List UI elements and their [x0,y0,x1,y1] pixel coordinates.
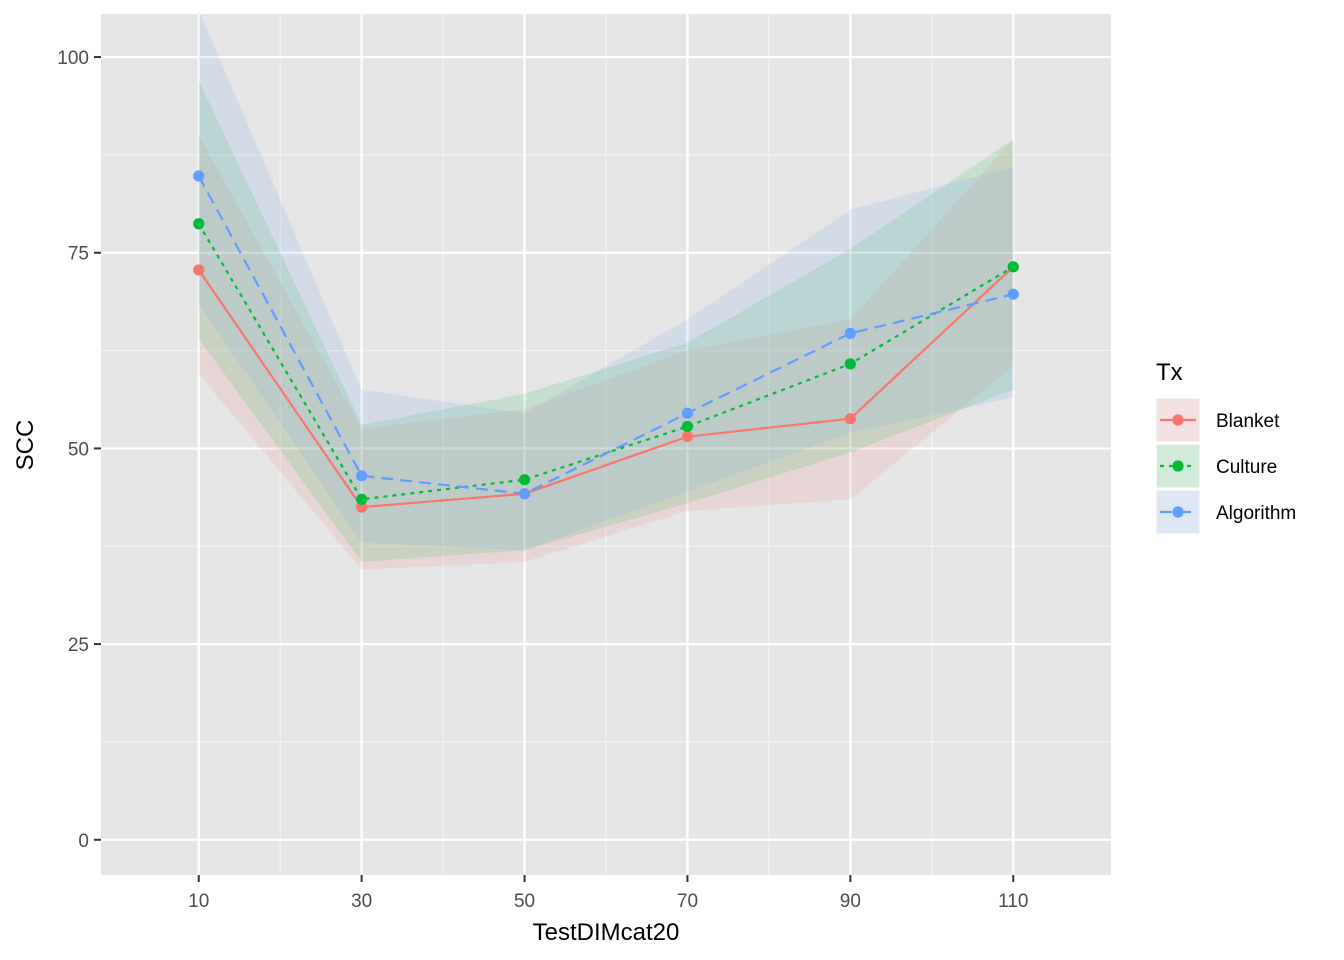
data-point-algorithm [518,488,531,500]
legend-title: Tx [1156,359,1183,386]
legend-label: Algorithm [1216,503,1296,524]
legend-key-point [1172,460,1184,472]
x-axis-ticks: 10 30 50 70 90 110 [188,875,1028,912]
x-tick-label: 70 [677,891,698,912]
ribbon-blanket [198,135,1014,570]
ribbon-algorithm [198,10,1014,551]
data-point-algorithm [844,327,856,339]
x-tick-label: 90 [840,891,861,912]
data-point-algorithm [681,407,694,419]
y-axis-title: SCC [12,420,39,471]
series-lines [197,175,1015,509]
data-point-blanket [356,501,368,513]
x-tick-label: 10 [188,891,209,912]
data-point-culture [1007,261,1019,273]
data-point-algorithm [1007,288,1019,300]
confidence-ribbons [198,10,1014,570]
y-tick-label: 25 [68,635,89,656]
legend-key-point [1172,506,1184,518]
series-line-blanket [197,266,1015,509]
minor-gridlines [101,14,1111,875]
y-tick-label: 0 [78,831,89,852]
data-point-culture [518,474,531,486]
data-point-algorithm [193,170,205,182]
series-line-algorithm [197,175,1014,495]
data-point-blanket [193,264,205,276]
series-points [193,170,1019,513]
data-point-culture [193,218,205,230]
y-tick-label: 100 [57,48,89,69]
data-point-algorithm [356,470,368,482]
x-axis-title: TestDIMcat20 [533,919,680,946]
ribbon-culture [198,80,1014,562]
legend-key-algorithm [1156,490,1200,534]
x-tick-label: 110 [998,891,1028,912]
x-tick-label: 50 [514,891,535,912]
data-point-culture [681,420,694,433]
legend-key-blanket [1156,398,1200,442]
data-point-blanket [844,413,856,425]
legend-label: Culture [1216,457,1277,478]
y-tick-label: 75 [68,244,89,265]
x-tick-label: 30 [351,891,372,912]
data-point-blanket [681,431,694,443]
legend-key-culture [1156,444,1200,488]
y-tick-label: 50 [68,439,89,460]
major-gridlines [101,14,1111,875]
data-point-culture [844,358,856,370]
legend-key-point [1172,414,1184,426]
y-axis-ticks: 0 25 50 75 100 [57,48,101,852]
legend-label: Blanket [1216,411,1280,432]
data-point-culture [356,493,368,505]
legend: Tx Blanket Culture Algorithm [1156,359,1296,534]
